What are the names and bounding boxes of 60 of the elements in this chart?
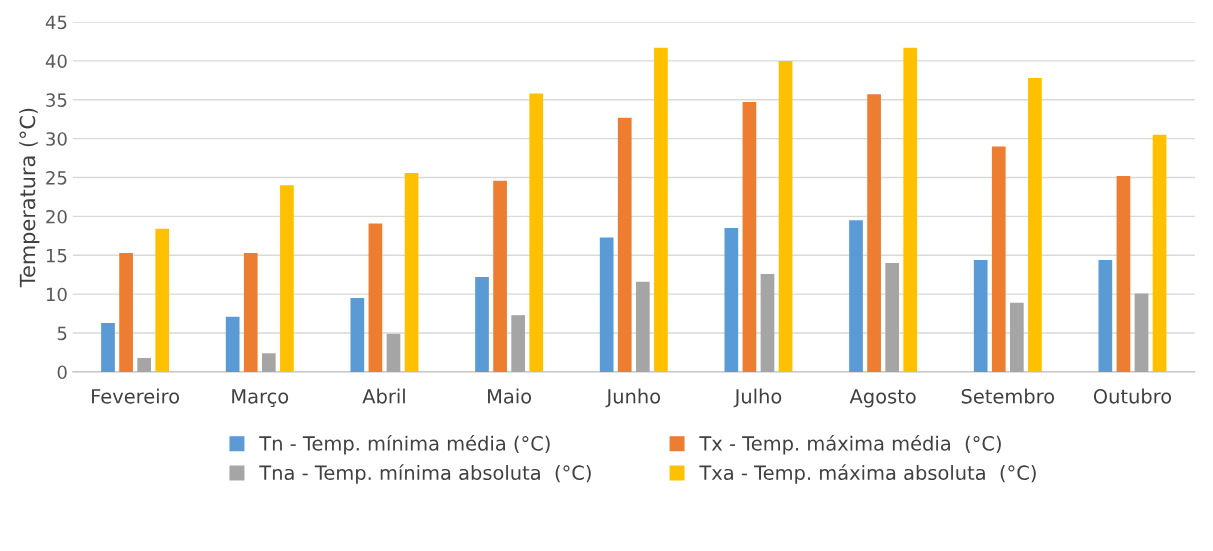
bar bbox=[885, 263, 900, 372]
bar bbox=[243, 252, 258, 372]
bar bbox=[1134, 293, 1149, 372]
y-tick-label: 5 bbox=[57, 326, 67, 341]
bar bbox=[404, 172, 419, 372]
x-tick-label: Abril bbox=[362, 388, 405, 404]
bar bbox=[350, 298, 365, 372]
bar bbox=[991, 146, 1006, 372]
bar bbox=[635, 281, 650, 372]
bar bbox=[760, 273, 775, 372]
y-tick-label: 30 bbox=[46, 132, 67, 146]
bar bbox=[529, 93, 544, 372]
bar bbox=[280, 185, 294, 372]
y-tick-label: 25 bbox=[46, 171, 67, 185]
x-tick-label: Maio bbox=[488, 388, 532, 404]
bar bbox=[475, 277, 489, 372]
bar bbox=[1028, 78, 1042, 372]
x-tick-label: Junho bbox=[605, 388, 661, 408]
bar bbox=[778, 60, 793, 372]
bar bbox=[654, 47, 668, 372]
y-tick-label: 10 bbox=[46, 287, 67, 302]
y-tick-label: 0 bbox=[57, 365, 67, 380]
bar bbox=[599, 237, 614, 372]
bar bbox=[155, 228, 170, 372]
bar bbox=[368, 223, 383, 372]
x-tick-label: Outubro bbox=[1093, 388, 1172, 404]
bar bbox=[225, 316, 240, 372]
bar bbox=[903, 47, 918, 372]
y-tick-label: 20 bbox=[46, 209, 67, 224]
bar bbox=[137, 357, 152, 372]
bar bbox=[742, 102, 757, 372]
x-tick-label: Março bbox=[232, 389, 289, 408]
bar bbox=[1009, 302, 1024, 372]
bar bbox=[119, 252, 133, 372]
legend-label: Txa - Temp. máxima absoluta (°C) bbox=[699, 464, 1036, 484]
legend-label: Tn - Temp. mínima média (°C) bbox=[259, 434, 550, 455]
bar bbox=[867, 94, 881, 372]
bar bbox=[973, 259, 988, 372]
bar bbox=[1116, 175, 1131, 372]
x-tick-label: Julho bbox=[733, 388, 782, 408]
bar bbox=[261, 353, 276, 372]
bar bbox=[1098, 259, 1113, 372]
y-tick-label: 35 bbox=[46, 93, 67, 107]
bar bbox=[849, 220, 863, 372]
legend-label: Tx - Temp. máxima média (°C) bbox=[699, 434, 1001, 455]
x-tick-label: Agosto bbox=[849, 389, 916, 408]
bar bbox=[617, 117, 632, 372]
bar bbox=[724, 228, 739, 372]
x-tick-label: Setembro bbox=[961, 388, 1055, 404]
legend-label: Tna - Temp. mínima absoluta (°C) bbox=[259, 464, 591, 484]
y-axis-title: Temperatura (°C) bbox=[19, 108, 40, 288]
bar bbox=[511, 315, 526, 372]
bar bbox=[493, 180, 507, 372]
y-tick-label: 45 bbox=[45, 15, 67, 30]
x-tick-label: Fevereiro bbox=[92, 388, 180, 404]
bar bbox=[1152, 134, 1167, 372]
y-tick-label: 15 bbox=[46, 248, 67, 263]
y-tick-label: 40 bbox=[45, 54, 67, 69]
bar bbox=[386, 333, 401, 372]
bar bbox=[101, 322, 115, 372]
